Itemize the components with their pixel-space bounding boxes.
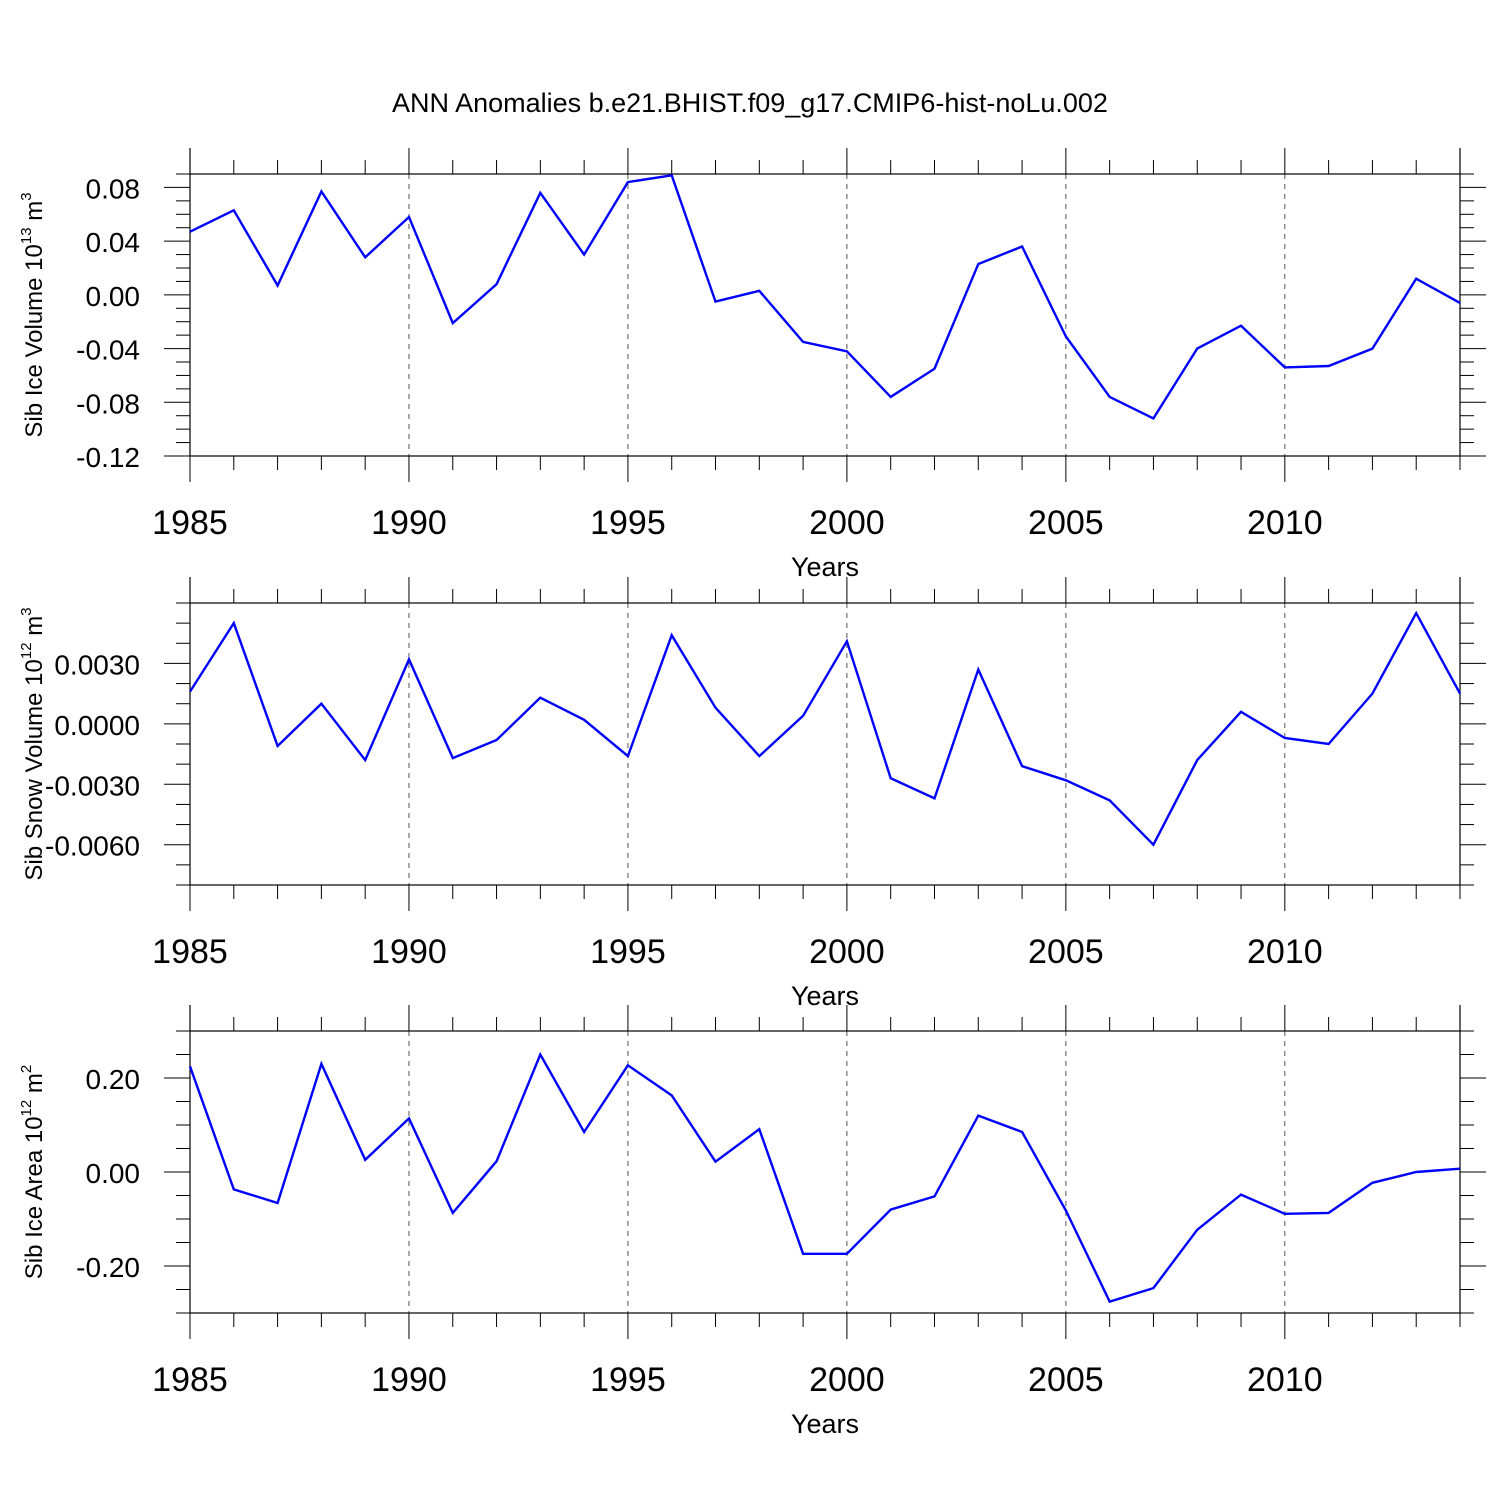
x-tick-label: 2005 <box>1028 933 1104 971</box>
y-tick-label: 0.20 <box>86 1064 141 1095</box>
x-tick-label: 1985 <box>152 504 228 542</box>
y-tick-label: 0.00 <box>86 281 141 312</box>
x-tick-label: 1995 <box>590 933 666 971</box>
x-tick-label: 1995 <box>590 1361 666 1399</box>
y-tick-label: -0.0060 <box>45 831 140 862</box>
x-tick-label: 2000 <box>809 933 885 971</box>
series-line <box>188 610 1462 847</box>
plot-frame <box>189 173 1461 457</box>
y-tick-label: -0.0030 <box>45 770 140 801</box>
y-tick-label: -0.12 <box>76 442 140 473</box>
plot-frame <box>189 1030 1461 1314</box>
panel-2: 1985 1990 1995 2000 2005 2010 Years 0.0030 0.000… <box>18 577 1486 1011</box>
x-tick-label: 2000 <box>809 504 885 542</box>
x-tick-label: 1995 <box>590 504 666 542</box>
x-axis-label: Years <box>791 1409 859 1439</box>
y-tick-label: 0.0030 <box>54 649 140 680</box>
panel-3: 1985 1990 1995 2000 2005 2010 Years 0.20 0.00 -0.… <box>18 1005 1486 1439</box>
x-tick-label: 2010 <box>1247 933 1323 971</box>
panel-1: 1985 1990 1995 2000 2005 2010 Years 0.08 0.04 0.0… <box>18 148 1486 582</box>
x-tick-label: 1990 <box>371 504 447 542</box>
x-tick-label: 2010 <box>1247 504 1323 542</box>
y-axis-label: Sib Ice Volume 1013 m3 <box>18 192 48 437</box>
panels: 1985 1990 1995 2000 2005 2010 Years 0.08 0.04 0.0… <box>18 148 1486 1439</box>
y-tick-label: -0.08 <box>76 388 140 419</box>
x-tick-label: 2005 <box>1028 504 1104 542</box>
y-tick-label: 0.0000 <box>54 710 140 741</box>
x-axis-label: Years <box>791 981 859 1011</box>
y-tick-label: -0.20 <box>76 1252 140 1283</box>
x-tick-label: 2010 <box>1247 1361 1323 1399</box>
y-tick-label: -0.04 <box>76 335 140 366</box>
x-axis-label: Years <box>791 552 859 582</box>
x-tick-label: 2005 <box>1028 1361 1104 1399</box>
x-tick-label: 1985 <box>152 1361 228 1399</box>
y-axis-label: Sib Snow Volume 1012 m3 <box>18 607 48 880</box>
plot-frame <box>189 602 1461 886</box>
y-axis-label: Sib Ice Area 1012 m2 <box>18 1065 48 1279</box>
figure-title: ANN Anomalies b.e21.BHIST.f09_g17.CMIP6-… <box>392 88 1108 118</box>
y-tick-label: 0.04 <box>86 227 141 258</box>
series-line <box>189 173 1461 420</box>
x-tick-label: 1990 <box>371 1361 447 1399</box>
x-tick-label: 1990 <box>371 933 447 971</box>
series-line <box>188 1051 1461 1304</box>
y-tick-label: 0.08 <box>86 173 141 204</box>
x-tick-label: 1985 <box>152 933 228 971</box>
x-tick-label: 2000 <box>809 1361 885 1399</box>
y-tick-label: 0.00 <box>86 1158 141 1189</box>
